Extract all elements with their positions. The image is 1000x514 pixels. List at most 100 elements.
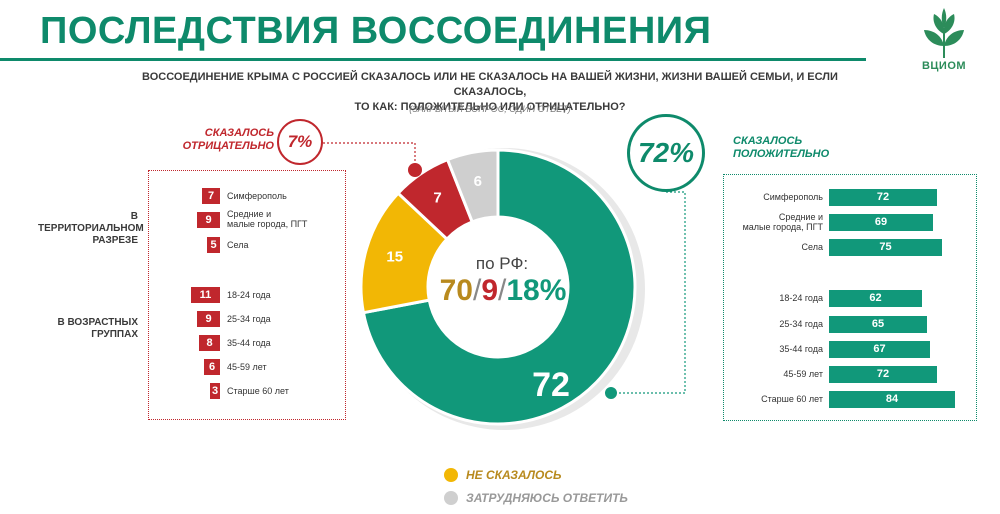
positive-label-line-1: СКАЗАЛОСЬ xyxy=(733,135,803,147)
positive-label: СКАЗАЛОСЬ ПОЛОЖИТЕЛЬНО xyxy=(733,135,863,161)
center-value-positive: 18% xyxy=(506,274,567,307)
donut-label-not-affected: 15 xyxy=(386,249,403,266)
negative-bar-label-line: 25-34 года xyxy=(227,314,271,324)
negative-bar-label-line: 45-59 лет xyxy=(227,362,267,372)
positive-bar-label-line: Села xyxy=(801,242,823,252)
donut-label-positive: 72 xyxy=(532,366,570,404)
donut-label-negative: 7 xyxy=(433,190,441,207)
negative-marker xyxy=(408,163,422,177)
positive-bar: 84 xyxy=(829,391,955,408)
positive-bar: 72 xyxy=(829,189,937,206)
negative-bar-label-line: Старше 60 лет xyxy=(227,386,289,396)
donut-hole xyxy=(429,218,567,356)
negative-bar: 11 xyxy=(191,287,220,303)
question-line-2: ТО КАК: ПОЛОЖИТЕЛЬНО ИЛИ ОТРИЦАТЕЛЬНО? xyxy=(354,101,626,113)
territorial-label-line-2: РАЗРЕЗЕ xyxy=(92,235,138,246)
negative-bar-label-line: Симферополь xyxy=(227,191,287,201)
negative-connector xyxy=(323,142,416,168)
negative-breakdown-frame xyxy=(148,170,346,420)
negative-bar-row: 6 45-59 лет xyxy=(0,359,1000,375)
negative-bar-label-line: Средние и xyxy=(227,209,272,219)
negative-bar-label: Симферополь xyxy=(227,191,287,201)
donut-slice-positive xyxy=(361,148,637,426)
positive-marker xyxy=(603,385,619,401)
positive-total: 72% xyxy=(627,114,705,192)
donut-label-hard-to-say: 6 xyxy=(474,173,482,190)
vciom-logo: ВЦИОМ xyxy=(914,6,974,76)
center-sep-2: / xyxy=(498,274,507,307)
negative-bar-row: 3 Старше 60 лет xyxy=(0,383,1000,399)
negative-bar-label: Старше 60 лет xyxy=(227,386,289,396)
negative-bar: 9 xyxy=(197,311,220,327)
negative-label: СКАЗАЛОСЬ ОТРИЦАТЕЛЬНО xyxy=(156,127,274,153)
negative-bar-label-line: малые города, ПГТ xyxy=(227,219,308,229)
center-values: 70/9/18% xyxy=(420,274,586,308)
positive-bar: 67 xyxy=(829,341,930,358)
positive-bar: 62 xyxy=(829,290,922,307)
positive-bar-label-line: 35-44 года xyxy=(779,344,823,354)
positive-bar-label: Села xyxy=(713,242,823,252)
positive-bar: 75 xyxy=(829,239,942,256)
negative-total: 7% xyxy=(277,119,323,165)
negative-bar-label: 35-44 года xyxy=(227,338,271,348)
legend-not-affected-label: НЕ СКАЗАЛОСЬ xyxy=(466,468,562,482)
legend-hard-to-say-label: ЗАТРУДНЯЮСЬ ОТВЕТИТЬ xyxy=(466,491,628,505)
negative-bar: 7 xyxy=(202,188,220,204)
logo-text: ВЦИОМ xyxy=(921,60,967,72)
negative-bar-row: 11 18-24 года xyxy=(0,287,1000,303)
positive-bar-label-line: 25-34 года xyxy=(779,319,823,329)
negative-bar-label-line: Села xyxy=(227,240,249,250)
title-underline xyxy=(0,58,866,61)
negative-bar-label-line: 35-44 года xyxy=(227,338,271,348)
age-label-line-2: ГРУППАХ xyxy=(91,329,138,340)
center-value-not-affected: 70 xyxy=(439,274,473,307)
positive-bar-label-line: Старше 60 лет xyxy=(761,394,823,404)
negative-bar-label: Села xyxy=(227,240,248,250)
territorial-label-line-1: В ТЕРРИТОРИАЛЬНОМ xyxy=(38,211,144,234)
negative-bar: 6 xyxy=(204,359,220,375)
age-label-line-1: В ВОЗРАСТНЫХ xyxy=(57,317,138,328)
negative-bar-label-line: 18-24 года xyxy=(227,290,271,300)
negative-bar-label: 45-59 лет xyxy=(227,362,267,372)
legend-not-affected-swatch xyxy=(444,468,458,482)
negative-bar-row: 5 Села xyxy=(0,237,1000,253)
negative-bar-label: 25-34 года xyxy=(227,314,271,324)
positive-bar-label-line: малые города, ПГТ xyxy=(742,222,823,232)
negative-bar-label: Средние и малые города, ПГТ xyxy=(227,209,307,229)
positive-bar-label: 35-44 года xyxy=(713,344,823,354)
positive-bar-label: 18-24 года xyxy=(713,293,823,303)
donut-slice-hard-to-say xyxy=(445,148,500,224)
negative-bar-row: 8 35-44 года xyxy=(0,335,1000,351)
positive-bar-label: Симферополь xyxy=(713,192,823,202)
positive-bar-label: 25-34 года xyxy=(713,319,823,329)
center-value-negative: 9 xyxy=(481,274,498,307)
positive-bar: 72 xyxy=(829,366,937,383)
negative-bar: 3 xyxy=(210,383,220,399)
positive-label-line-2: ПОЛОЖИТЕЛЬНО xyxy=(733,148,830,160)
survey-question: ВОССОЕДИНЕНИЕ КРЫМА С РОССИЕЙ СКАЗАЛОСЬ … xyxy=(110,70,870,115)
question-line-1: ВОССОЕДИНЕНИЕ КРЫМА С РОССИЕЙ СКАЗАЛОСЬ … xyxy=(142,71,838,98)
positive-bar-label: Старше 60 лет xyxy=(713,394,823,404)
negative-bar: 5 xyxy=(207,237,220,253)
legend-hard-to-say-swatch xyxy=(444,491,458,505)
negative-bar-row: 9 Средние и малые города, ПГТ xyxy=(0,209,1000,229)
negative-label-line-2: ОТРИЦАТЕЛЬНО xyxy=(182,140,274,152)
positive-connector xyxy=(616,191,686,394)
positive-bar-label-line: 45-59 лет xyxy=(783,369,823,379)
center-label: по РФ: xyxy=(475,254,529,273)
positive-bar: 65 xyxy=(829,316,927,333)
positive-bar-label-line: 18-24 года xyxy=(779,293,823,303)
positive-bar-label: 45-59 лет xyxy=(713,369,823,379)
negative-bar: 9 xyxy=(197,212,220,228)
positive-bar: 69 xyxy=(829,214,933,231)
page-title: ПОСЛЕДСТВИЯ ВОССОЕДИНЕНИЯ xyxy=(40,10,712,52)
negative-bar-label: 18-24 года xyxy=(227,290,271,300)
tree-logo-icon xyxy=(924,8,964,58)
question-note: (ЗАКРЫТЫЙ ВОПРОС, ОДИН ОТВЕТ) xyxy=(409,104,571,114)
positive-breakdown-frame xyxy=(723,174,977,421)
positive-bar-label: Средние и малые города, ПГТ xyxy=(713,212,823,232)
negative-bar-row: 7 Симферополь xyxy=(0,188,1000,204)
age-group-label: В ВОЗРАСТНЫХ ГРУППАХ xyxy=(38,317,138,341)
negative-bar: 8 xyxy=(199,335,220,351)
